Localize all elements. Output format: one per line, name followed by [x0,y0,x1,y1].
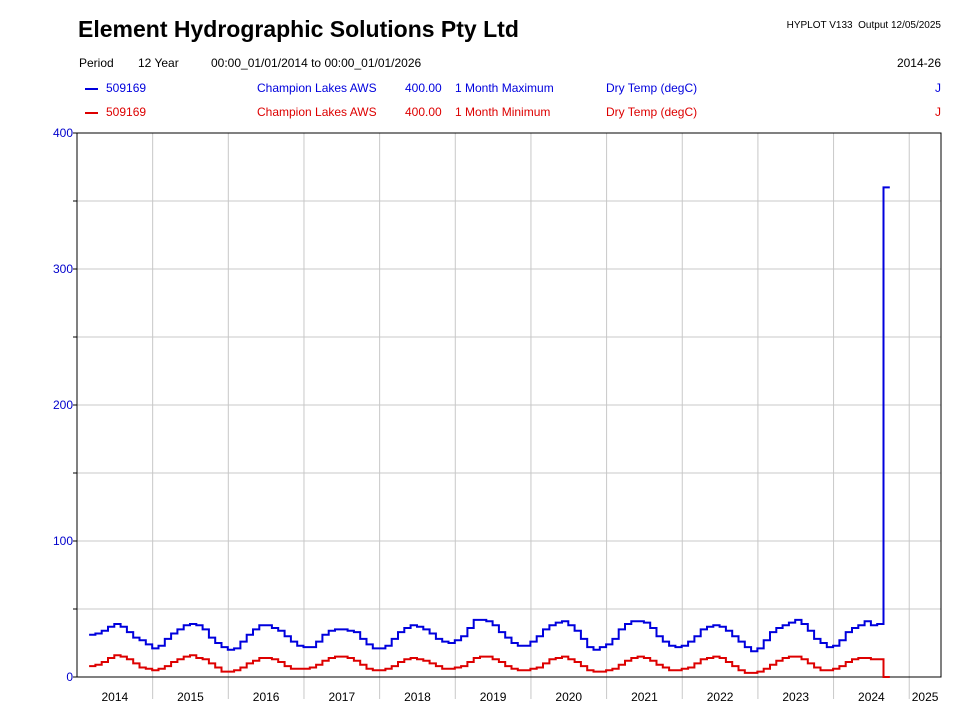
x-tick-label: 2017 [328,690,355,704]
series-line-maximum [89,186,890,653]
legend-stat: 1 Month Minimum [455,105,551,119]
x-tick-label: 2018 [404,690,431,704]
x-tick-label: 2024 [858,690,885,704]
x-tick-label: 2014 [101,690,128,704]
legend-flag: J [935,105,941,119]
x-tick-label: 2022 [707,690,734,704]
legend-flag: J [935,81,941,95]
x-tick-label: 2019 [480,690,507,704]
y-tick-label: 200 [53,398,73,412]
x-tick-label: 2016 [253,690,280,704]
y-tick-label: 300 [53,262,73,276]
range-code: 2014-26 [896,56,941,70]
plot-frame [76,132,942,678]
legend-variable: Dry Temp (degC) [606,105,698,119]
x-tick-label: 2015 [177,690,204,704]
legend-site: 509169 [106,105,147,119]
y-tick-label: 0 [66,670,73,684]
legend-station: Champion Lakes AWS [257,81,377,95]
x-tick-label: 2021 [631,690,658,704]
legend-variable: Dry Temp (degC) [606,81,698,95]
y-tick-label: 400 [53,126,73,140]
period-row: Period 12 Year 00:00_01/01/2014 to 00:00… [79,56,941,72]
x-tick-label: 2025 [912,690,939,704]
y-tick-label: 100 [53,534,73,548]
legend-station: Champion Lakes AWS [257,105,377,119]
legend-swatch-maximum [85,88,98,90]
version-output: HYPLOT V133 Output 12/05/2025 [786,20,941,31]
series-line-minimum [89,654,890,678]
legend-varnum: 400.00 [405,105,442,119]
legend-entry-minimum: 509169 Champion Lakes AWS 400.00 1 Month… [85,105,941,121]
legend-swatch-minimum [85,112,98,114]
legend-varnum: 400.00 [405,81,442,95]
period-value: 12 Year [138,56,179,70]
legend-site: 509169 [106,81,147,95]
period-label: Period [79,56,114,70]
x-tick-label: 2020 [555,690,582,704]
x-tick-label: 2023 [782,690,809,704]
date-range: 00:00_01/01/2014 to 00:00_01/01/2026 [211,56,422,70]
company-title: Element Hydrographic Solutions Pty Ltd [78,16,519,42]
legend-entry-maximum: 509169 Champion Lakes AWS 400.00 1 Month… [85,81,941,97]
legend-stat: 1 Month Maximum [455,81,554,95]
